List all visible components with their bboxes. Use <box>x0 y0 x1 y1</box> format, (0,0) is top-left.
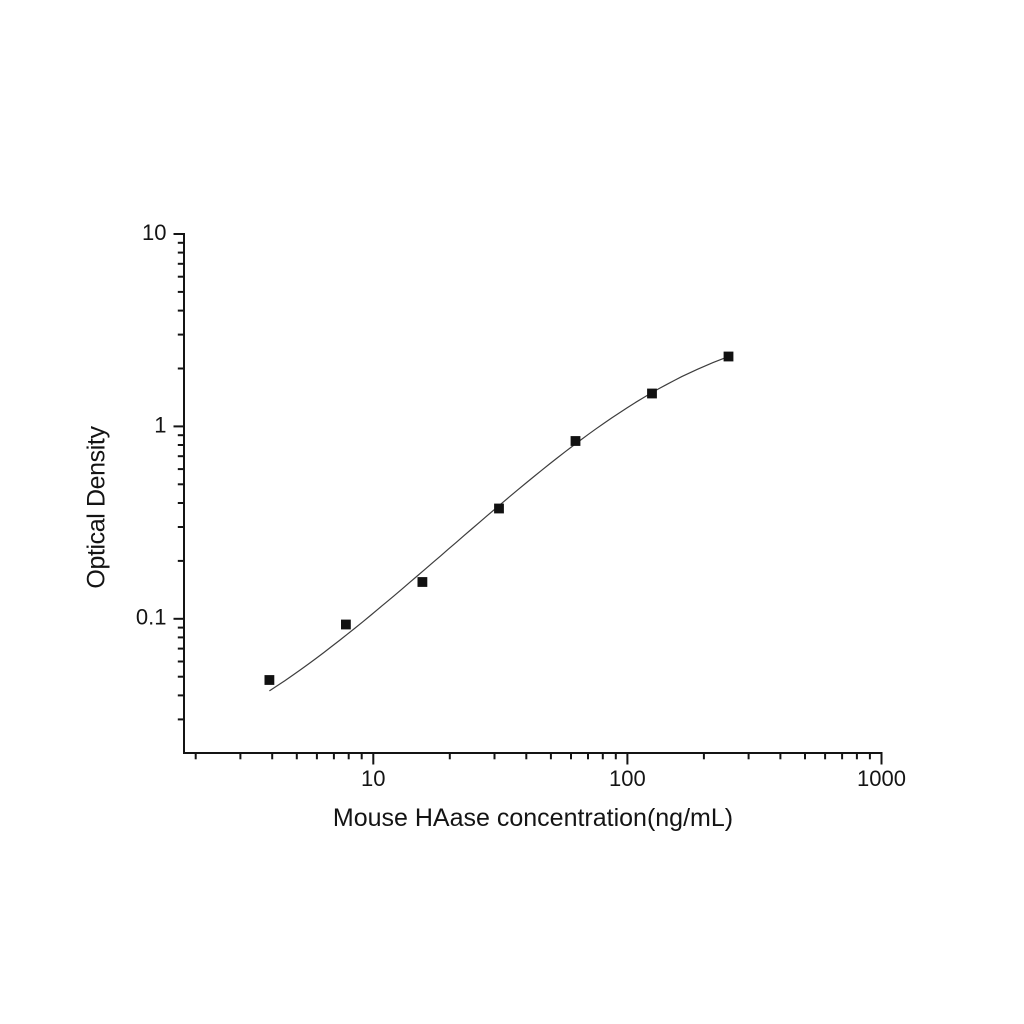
svg-text:1000: 1000 <box>857 766 906 791</box>
svg-text:100: 100 <box>609 766 646 791</box>
svg-text:10: 10 <box>142 220 166 245</box>
svg-text:1: 1 <box>154 412 166 437</box>
svg-text:Optical Density: Optical Density <box>82 426 110 589</box>
svg-text:Mouse HAase concentration(ng/m: Mouse HAase concentration(ng/mL) <box>333 804 733 832</box>
svg-text:10: 10 <box>361 766 385 791</box>
svg-text:0.1: 0.1 <box>136 604 167 629</box>
